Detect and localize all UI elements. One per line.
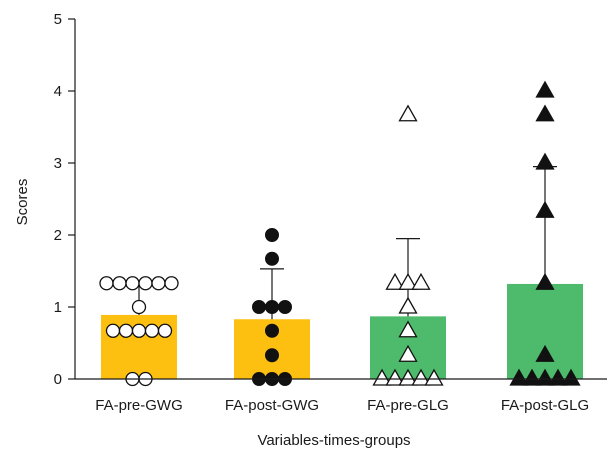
data-point — [398, 272, 418, 290]
data-point — [535, 104, 555, 122]
ticks-layer: 0 1 2 3 4 5 FA-pre-GWG FA-post-GWG FA-pre-GLG FA-… — [54, 11, 590, 414]
data-point — [157, 323, 173, 338]
data-point — [535, 344, 555, 362]
data-point — [252, 300, 266, 314]
y-tick-label: 2 — [54, 227, 62, 244]
data-point — [411, 272, 431, 290]
data-point — [372, 368, 392, 386]
data-point — [535, 80, 555, 98]
x-axis-title: Variables-times-groups — [257, 432, 410, 449]
data-point — [99, 276, 114, 291]
data-point — [398, 104, 418, 122]
data-point — [151, 276, 166, 291]
data-point — [424, 368, 444, 386]
data-point — [509, 368, 529, 386]
y-tick-label: 3 — [54, 155, 62, 172]
data-point — [385, 368, 405, 386]
data-point — [535, 200, 555, 218]
data-point — [278, 300, 292, 314]
x-tick-label: FA-pre-GLG — [367, 397, 449, 414]
data-point — [265, 348, 279, 363]
data-point — [398, 368, 418, 386]
data-point — [561, 368, 581, 386]
y-tick-label: 5 — [54, 11, 62, 28]
data-point — [398, 320, 418, 338]
axes-layer — [74, 19, 607, 380]
data-point — [411, 368, 431, 386]
data-point — [105, 323, 121, 338]
data-point — [548, 368, 568, 386]
data-point — [398, 344, 418, 362]
data-point — [522, 368, 542, 386]
data-point — [164, 276, 179, 291]
x-tick-label: FA-post-GLG — [501, 397, 589, 414]
data-point — [535, 368, 555, 386]
y-tick-label: 0 — [54, 371, 62, 388]
x-tick-label: FA-pre-GWG — [95, 397, 183, 414]
data-point — [535, 152, 555, 170]
data-point — [265, 228, 279, 242]
data-point — [112, 276, 127, 291]
data-points-layer — [99, 80, 581, 387]
x-tick-label: FA-post-GWG — [225, 397, 319, 414]
bar — [507, 283, 583, 379]
data-point — [118, 323, 134, 338]
data-point — [138, 276, 153, 291]
data-point — [265, 251, 279, 266]
y-tick-label: 4 — [54, 83, 62, 100]
data-point — [265, 323, 279, 338]
data-point — [131, 323, 147, 338]
data-point — [265, 300, 279, 314]
data-point — [385, 272, 405, 290]
y-tick-label: 1 — [54, 299, 62, 316]
y-axis-title: Scores — [14, 179, 31, 226]
data-point — [398, 296, 418, 314]
bars-layer — [101, 283, 583, 379]
data-point — [535, 272, 555, 290]
error-bars-layer — [127, 166, 557, 320]
data-point — [131, 299, 147, 315]
data-point — [144, 323, 160, 338]
data-point — [125, 276, 140, 291]
